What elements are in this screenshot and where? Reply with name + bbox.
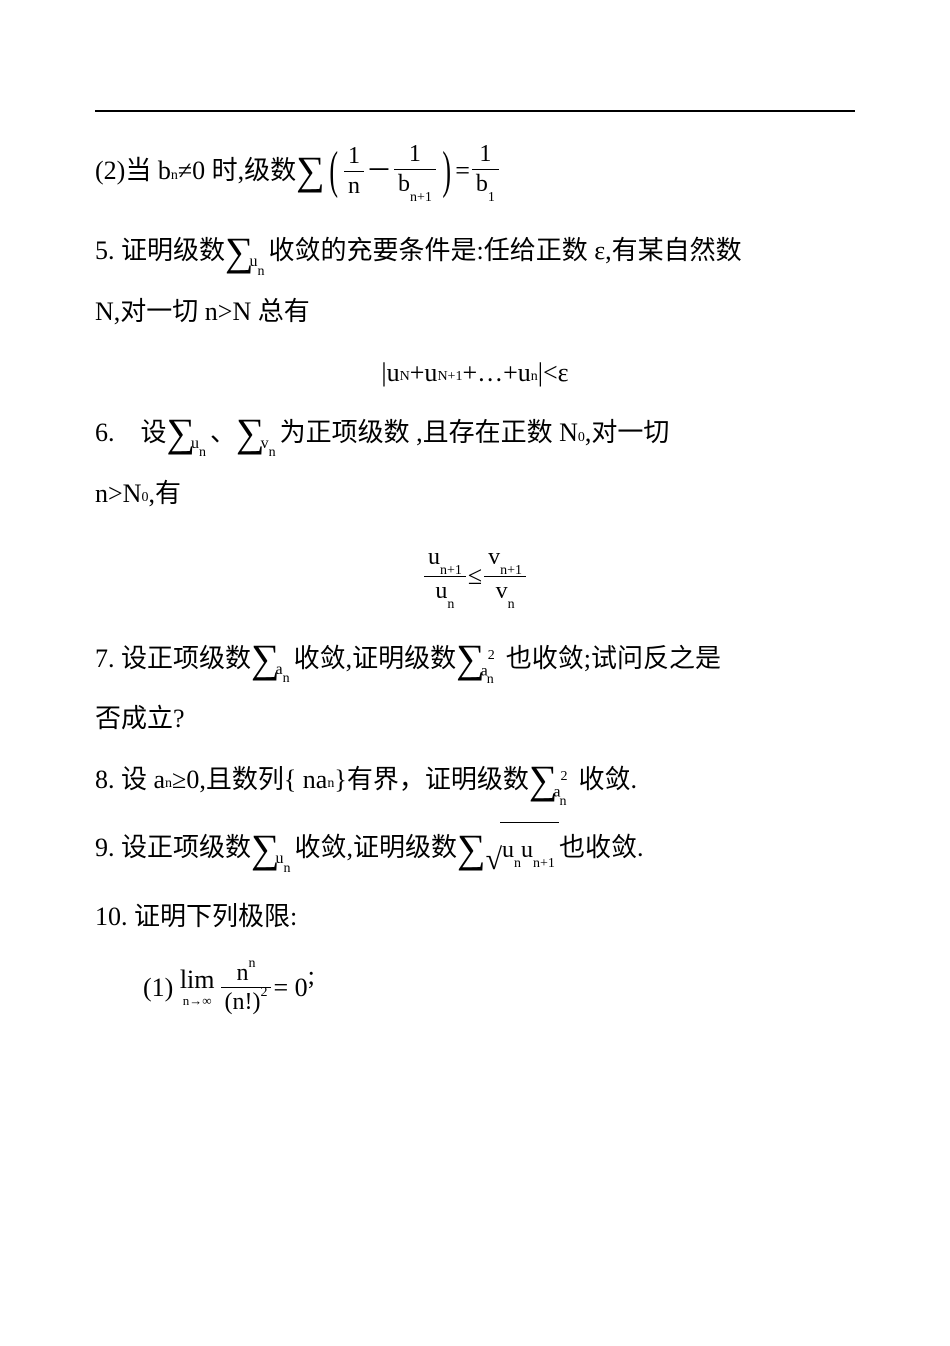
item-5-center: |uN+uN+1+…+un|<ε [95, 346, 855, 401]
text: (2)当 b [95, 144, 171, 199]
item-2: (2)当 bn≠0 时,级数 ∑ ( 1 n － 1 bn+1 ) = 1 b1 [95, 140, 855, 202]
text: 、 [210, 406, 236, 461]
item-7-line2: 否成立? [95, 692, 855, 747]
sigma-icon: ∑ [457, 829, 486, 869]
fraction: 1 bn+1 [394, 140, 436, 202]
semicolon: ; [308, 949, 315, 1004]
text: 10. 证明下列极限: [95, 890, 297, 945]
item-9: 9. 设正项级数 ∑un 收敛,证明级数 ∑ √ unun+1 也收敛. [95, 821, 855, 876]
text: N,对一切 n>N 总有 [95, 285, 310, 340]
numerator: nn [232, 959, 259, 988]
denominator: b1 [472, 170, 499, 203]
fraction: 1 n [344, 142, 364, 201]
paren-left: ( [329, 148, 338, 195]
sub: un [250, 245, 265, 282]
equals: = 0 [273, 961, 307, 1016]
fraction: un+1 un [424, 543, 466, 609]
label: (1) [143, 961, 173, 1016]
text: n>N [95, 467, 141, 522]
top-rule [95, 110, 855, 112]
fraction: nn (n!)2 [221, 959, 272, 1018]
equals: = [455, 144, 470, 199]
numerator: 1 [344, 142, 364, 171]
text: 收敛,证明级数 [295, 821, 458, 876]
text: 5. 证明级数 [95, 224, 225, 279]
paren-right: ) [442, 148, 451, 195]
item-6-line2: n>N0,有 [95, 467, 855, 522]
fraction: 1 b1 [472, 140, 499, 202]
numerator: un+1 [424, 543, 466, 576]
numerator: 1 [405, 140, 425, 169]
text: ≥0,且数列{ na [172, 753, 327, 808]
fraction: vn+1 vn [484, 543, 526, 609]
text: 6. 设 [95, 406, 167, 461]
text: 也收敛. [559, 821, 644, 876]
item-10: 10. 证明下列极限: [95, 890, 855, 945]
text: 收敛的充要条件是:任给正数 ε,有某自然数 [269, 224, 742, 279]
sub: n [171, 161, 178, 190]
denominator: vn [492, 577, 519, 610]
sqrt: √ unun+1 [486, 822, 559, 875]
numerator: 1 [475, 140, 495, 169]
text: 为正项级数 ,且存在正数 N [280, 406, 578, 461]
numerator: vn+1 [484, 543, 526, 576]
text: 收敛,证明级数 [294, 632, 457, 687]
item-6-formula: un+1 un ≤ vn+1 vn [95, 543, 855, 609]
item-8: 8. 设 an≥0,且数列{ nan}有界，证明级数 ∑a2n 收敛. [95, 753, 855, 808]
text: 9. 设正项级数 [95, 821, 251, 876]
text: 8. 设 a [95, 753, 165, 808]
sub: n [165, 769, 172, 798]
item-10-1: (1) lim n→∞ nn (n!)2 = 0 ; [95, 959, 855, 1018]
text: ,有 [148, 467, 181, 522]
sub: un [276, 842, 291, 879]
sub: 0 [578, 423, 585, 452]
sub: n [327, 769, 334, 798]
text: 否成立? [95, 692, 185, 747]
denominator: n [344, 172, 364, 201]
lim: lim n→∞ [180, 967, 215, 1009]
denominator: un [431, 577, 458, 610]
sub: un [191, 427, 206, 464]
sub: an [276, 653, 290, 690]
leq: ≤ [468, 549, 482, 604]
sub: 0 [141, 483, 148, 512]
sub: a2n [481, 651, 502, 691]
denominator: bn+1 [394, 170, 436, 203]
text: 7. 设正项级数 [95, 632, 251, 687]
text: ≠0 时,级数 [178, 144, 296, 199]
item-6-line1: 6. 设 ∑un 、 ∑vn 为正项级数 ,且存在正数 N0,对一切 [95, 406, 855, 461]
item-7-line1: 7. 设正项级数 ∑an 收敛,证明级数 ∑a2n 也收敛;试问反之是 [95, 632, 855, 687]
text: 也收敛;试问反之是 [506, 632, 721, 687]
denominator: (n!)2 [221, 988, 272, 1017]
sub: vn [261, 427, 276, 464]
text: 收敛. [578, 753, 637, 808]
item-5-line1: 5. 证明级数 ∑un 收敛的充要条件是:任给正数 ε,有某自然数 [95, 224, 855, 279]
item-5-line2: N,对一切 n>N 总有 [95, 285, 855, 340]
text: ,对一切 [585, 406, 670, 461]
text: }有界，证明级数 [334, 753, 528, 808]
sub: a2n [553, 772, 574, 812]
sigma-icon: ∑ [296, 151, 325, 191]
minus: － [366, 144, 392, 199]
